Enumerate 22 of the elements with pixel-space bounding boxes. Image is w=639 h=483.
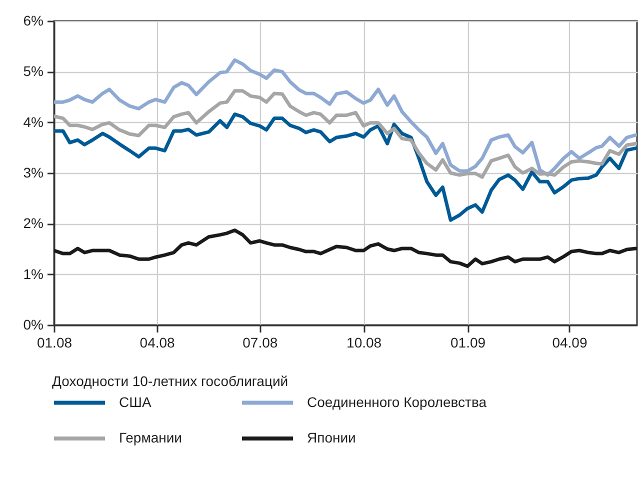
y-tick-label: 6% [23,12,44,28]
line-series [54,89,637,179]
y-tick-label: 1% [23,266,44,282]
x-tick-label: 04.08 [140,334,176,350]
line-series [54,228,637,268]
x-tick-label: 07.08 [242,334,278,350]
legend-label: США [119,394,152,410]
line-series [54,112,637,222]
y-tick-label: 0% [23,316,44,332]
legend-title: Доходности 10-летних гособлигаций [52,373,288,389]
legend-label: Германии [119,430,182,446]
x-tick-label: 04.09 [552,334,588,350]
legend-label: Соединенного Королевства [307,394,487,410]
y-tick-label: 2% [23,215,44,232]
y-tick-label: 5% [23,63,44,80]
y-tick-label: 4% [23,114,44,130]
y-tick-label: 3% [23,164,44,180]
legend-label: Японии [307,430,356,446]
x-tick-label: 01.08 [36,334,72,350]
x-tick-label: 01.09 [450,334,486,350]
line-series [54,58,637,177]
x-tick-label: 10.08 [346,334,382,350]
